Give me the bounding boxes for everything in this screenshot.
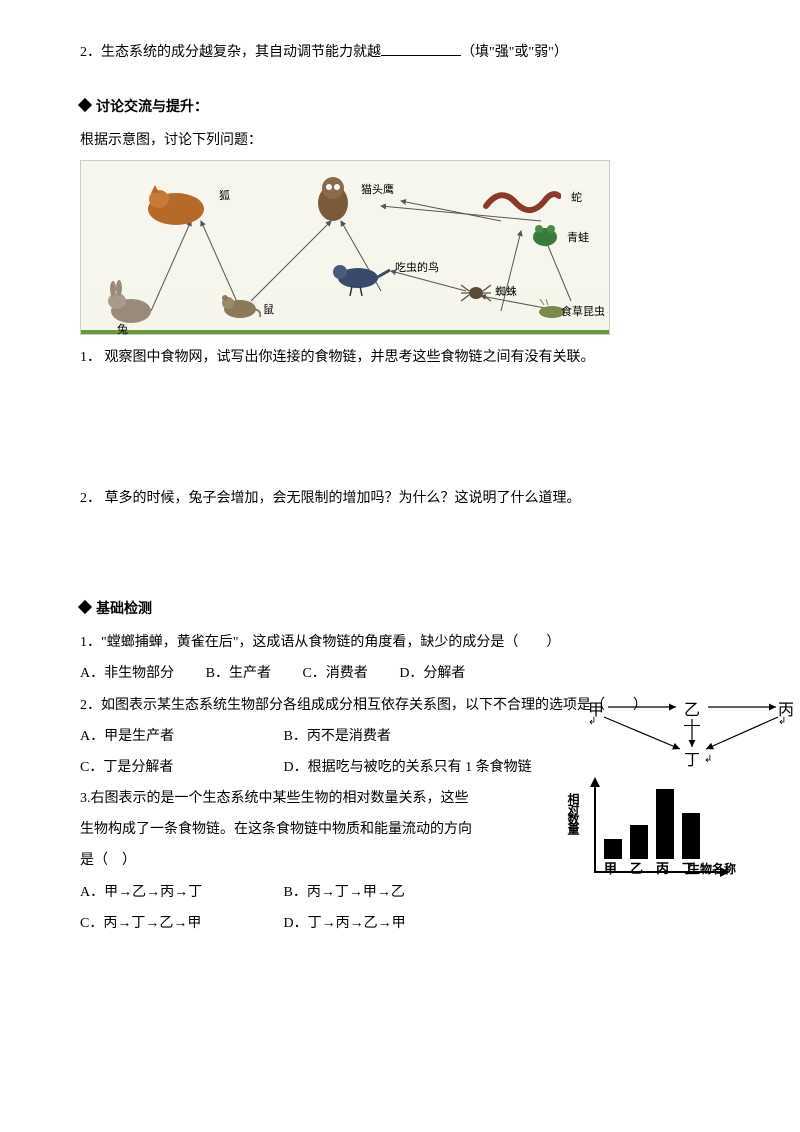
- section-title: 基础检测: [96, 602, 152, 617]
- qtext-b: （填"强"或"弱"）: [461, 45, 568, 60]
- label-fox: 狐: [219, 187, 230, 207]
- xlab-bing: 丙: [656, 857, 669, 880]
- sec2-q1-stem: 1．"螳螂捕蝉，黄雀在后"，这成语从食物链的角度看，缺少的成分是（ ）: [80, 630, 740, 655]
- owl-icon: [311, 173, 356, 223]
- node-yi: 乙: [684, 697, 700, 727]
- sec1-q1: 1． 观察图中食物网，试写出你连接的食物链，并思考这些食物链之间有没有关联。: [80, 345, 740, 370]
- label-grass-insect: 食草昆虫: [561, 303, 605, 323]
- diamond-icon: [78, 600, 92, 614]
- qnum: 2．: [80, 491, 101, 506]
- option-d[interactable]: D．丁→丙→乙→甲: [284, 916, 406, 931]
- label-mouse: 鼠: [263, 301, 274, 321]
- spider-icon: [461, 279, 491, 304]
- option-d[interactable]: D．分解者: [399, 661, 465, 686]
- diamond-icon: [78, 98, 92, 112]
- option-d[interactable]: D．根据吃与被吃的关系只有 1 条食物链: [284, 760, 532, 775]
- bar-bing: [656, 789, 674, 859]
- sec1-q2: 2． 草多的时候，兔子会增加，会无限制的增加吗？为什么？这说明了什么道理。: [80, 486, 740, 511]
- qnum: 2．: [80, 45, 101, 60]
- chart-ylabel: 相对数量: [566, 793, 582, 836]
- section-discussion-head: 讨论交流与提升：: [80, 95, 740, 120]
- sec2-q3-row2: C．丙→丁→乙→甲 D．丁→丙→乙→甲: [80, 911, 740, 936]
- option-c[interactable]: C．消费者: [302, 661, 367, 686]
- bar-jia: [604, 839, 622, 859]
- label-owl: 猫头鹰: [361, 181, 394, 201]
- sec2-q2-block: 2．如图表示某生态系统生物部分各组成成分相互依存关系图，以下不合理的选项是（ ）…: [80, 693, 740, 937]
- qtext: 草多的时候，兔子会增加，会无限制的增加吗？为什么？这说明了什么道理。: [105, 491, 581, 506]
- xlab-yi: 乙: [630, 857, 643, 880]
- option-b[interactable]: B．丙→丁→甲→乙: [284, 885, 405, 900]
- section-title: 讨论交流与提升：: [96, 100, 208, 115]
- label-rabbit: 兔: [117, 321, 128, 341]
- frog-icon: [529, 221, 561, 249]
- bird-icon: [326, 256, 391, 296]
- label-bird: 吃虫的鸟: [395, 259, 439, 279]
- cr-mark: ↲: [588, 713, 596, 731]
- section-intro: 根据示意图，讨论下列问题：: [80, 128, 740, 153]
- dependency-diagram: 甲 ↲ 乙 丙 ↲ 丁 ↲: [580, 693, 790, 773]
- label-frog: 青蛙: [567, 229, 589, 249]
- option-a[interactable]: A．甲→乙→丙→丁: [80, 880, 280, 905]
- option-c[interactable]: C．丁是分解者: [80, 755, 280, 780]
- cr-mark: ↲: [704, 751, 712, 769]
- sec2-q1-options: A．非生物部分 B．生产者 C．消费者 D．分解者: [80, 661, 740, 686]
- qtext: 观察图中食物网，试写出你连接的食物链，并思考这些食物链之间有没有关联。: [105, 350, 595, 365]
- label-spider: 蜘蛛: [495, 283, 517, 303]
- blank-fill[interactable]: [381, 40, 461, 56]
- node-ding: 丁: [684, 747, 700, 776]
- chart-xlabel: 生物名称: [688, 859, 736, 881]
- question-2-top: 2．生态系统的成分越复杂，其自动调节能力就越 （填"强"或"弱"）: [80, 40, 740, 65]
- mouse-icon: [216, 289, 261, 319]
- section-basic-head: 基础检测: [80, 597, 740, 622]
- option-c[interactable]: C．丙→丁→乙→甲: [80, 911, 280, 936]
- bar-ding: [682, 813, 700, 859]
- bar-yi: [630, 825, 648, 859]
- option-a[interactable]: A．甲是生产者: [80, 724, 280, 749]
- rabbit-icon: [101, 279, 156, 324]
- cr-mark: ↲: [778, 713, 786, 731]
- bar-chart: 相对数量 甲 乙 丙 丁 生物名称: [560, 775, 750, 895]
- qtext-a: 生态系统的成分越复杂，其自动调节能力就越: [101, 45, 381, 60]
- qnum: 1．: [80, 350, 101, 365]
- snake-icon: [481, 181, 561, 216]
- fox-icon: [141, 181, 211, 226]
- option-a[interactable]: A．非生物部分: [80, 661, 174, 686]
- option-b[interactable]: B．生产者: [206, 661, 271, 686]
- foodweb-figure: 狐 猫头鹰 蛇 青蛙 吃虫的鸟 蜘蛛 食草昆虫 鼠 兔: [80, 160, 610, 335]
- xlab-jia: 甲: [604, 857, 617, 880]
- label-snake: 蛇: [571, 189, 582, 209]
- option-b[interactable]: B．丙不是消费者: [284, 729, 391, 744]
- y-axis: [594, 783, 596, 873]
